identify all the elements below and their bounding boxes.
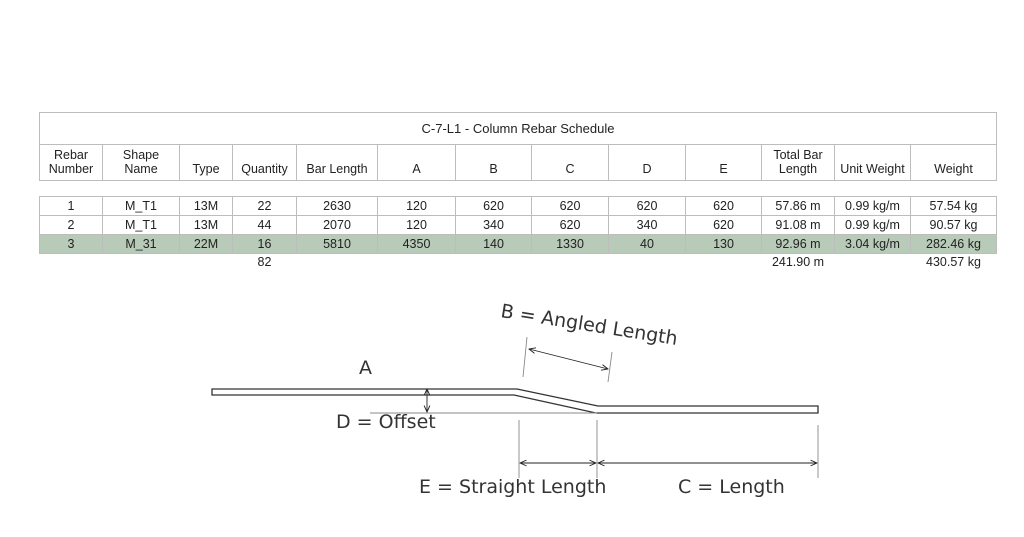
cell: 0.99 kg/m bbox=[834, 215, 911, 235]
label-c: C = Length bbox=[678, 476, 785, 498]
col-header: E bbox=[685, 144, 762, 181]
cell: 0.99 kg/m bbox=[834, 196, 911, 216]
total-weight: 430.57 kg bbox=[926, 255, 981, 269]
cell: 3 bbox=[39, 234, 103, 254]
cell: 620 bbox=[531, 196, 609, 216]
cell: 1330 bbox=[531, 234, 609, 254]
cell: 130 bbox=[685, 234, 762, 254]
cell: 340 bbox=[455, 215, 532, 235]
table-row: 2 M_T1 13M 44 2070 120 340 620 340 620 91.08 m 0.99… bbox=[39, 215, 997, 235]
cell: 340 bbox=[608, 215, 686, 235]
table-row-highlighted: 3 M_31 22M 16 5810 4350 140 1330 40 130 92.96 m 3.0… bbox=[39, 234, 997, 254]
col-header: Bar Length bbox=[296, 144, 378, 181]
cell: 3.04 kg/m bbox=[834, 234, 911, 254]
table-row: 1 M_T1 13M 22 2630 120 620 620 620 620 57.86 m 0.99… bbox=[39, 196, 997, 216]
col-header: Shape Name bbox=[102, 144, 180, 181]
totals-row: 82 241.90 m 430.57 kg bbox=[40, 254, 997, 271]
col-header: Total Bar Length bbox=[761, 144, 835, 181]
cell: 4350 bbox=[377, 234, 456, 254]
col-header: D bbox=[608, 144, 686, 181]
dimension-lines bbox=[370, 336, 819, 478]
cell: 620 bbox=[685, 196, 762, 216]
label-e: E = Straight Length bbox=[419, 476, 606, 498]
col-header: Rebar Number bbox=[39, 144, 103, 181]
rebar-shape bbox=[211, 388, 819, 414]
col-header: Quantity bbox=[232, 144, 297, 181]
cell: 40 bbox=[608, 234, 686, 254]
header-row: Rebar Number Shape Name Type Quantity Ba… bbox=[39, 144, 997, 181]
total-bar-length: 241.90 m bbox=[771, 255, 825, 269]
total-quantity: 82 bbox=[257, 255, 272, 269]
rebar-schedule-table: C-7-L1 - Column Rebar Schedule Rebar Num… bbox=[39, 112, 997, 270]
cell: 282.46 kg bbox=[910, 234, 997, 254]
label-d: D = Offset bbox=[336, 411, 436, 433]
schedule-title: C-7-L1 - Column Rebar Schedule bbox=[39, 112, 997, 145]
col-header: Weight bbox=[910, 144, 997, 181]
cell: 92.96 m bbox=[761, 234, 835, 254]
cell: M_31 bbox=[102, 234, 180, 254]
label-a: A bbox=[359, 357, 372, 379]
cell: 5810 bbox=[296, 234, 378, 254]
cell: 16 bbox=[232, 234, 297, 254]
